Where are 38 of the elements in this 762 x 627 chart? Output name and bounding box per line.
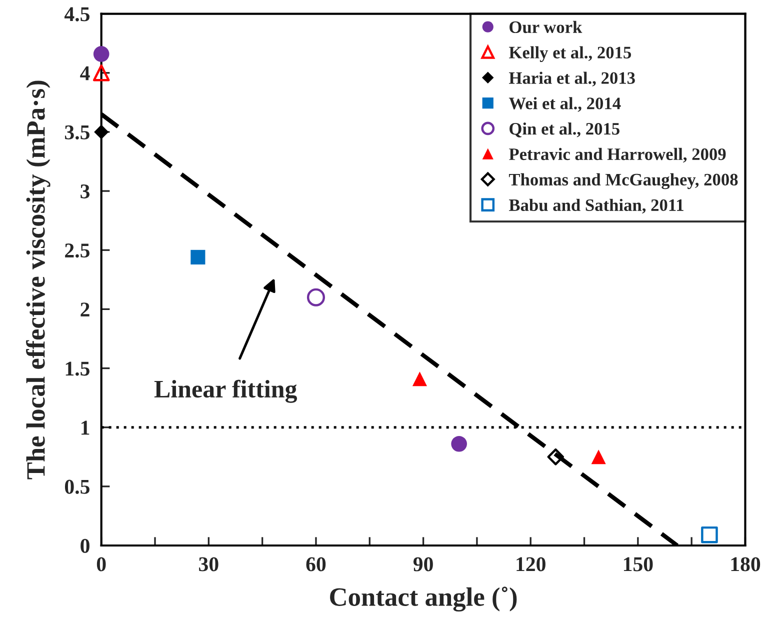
point <box>591 450 606 464</box>
x-tick-label: 30 <box>199 557 218 572</box>
point <box>701 526 718 544</box>
y-tick-label: 0 <box>80 538 90 553</box>
point <box>547 448 564 466</box>
y-tick-label: 4.5 <box>64 7 90 22</box>
x-tick-label: 60 <box>306 557 326 572</box>
x-tick-label: 0 <box>96 557 106 572</box>
point <box>451 436 467 452</box>
y-axis-title: The local effective viscosity (mPa·s) <box>26 80 50 480</box>
x-tick-label: 90 <box>413 557 433 572</box>
y-tick-label: 1 <box>81 420 90 435</box>
legend-label: Petravic and Harrowell, 2009 <box>509 148 726 163</box>
point <box>94 124 109 140</box>
y-tick-label: 3.5 <box>64 125 90 140</box>
point <box>190 250 206 264</box>
y-tick-label: 2.5 <box>65 244 90 258</box>
x-tick-label: 120 <box>516 557 546 572</box>
legend-label: Wei et al., 2014 <box>508 97 621 112</box>
legend-label: Kelly et al., 2015 <box>509 46 632 62</box>
legend-label: Qin et al., 2015 <box>510 122 620 138</box>
point <box>412 372 427 386</box>
legend-label: Haria et al., 2013 <box>509 72 635 86</box>
point <box>92 64 110 82</box>
y-tick-label: 0.5 <box>64 480 90 494</box>
y-tick-label: 1.5 <box>66 362 90 376</box>
x-tick-label: 150 <box>624 557 653 572</box>
x-tick-label: 180 <box>731 557 760 572</box>
y-tick-label: 4 <box>80 66 90 80</box>
legend-label: Babu and Sathian, 2011 <box>508 198 684 214</box>
legend-label: Our work <box>510 20 582 34</box>
y-tick-label: 3 <box>80 184 90 198</box>
y-tick-label: 2 <box>80 302 90 316</box>
point <box>306 288 326 306</box>
annotation: Linear fitting <box>154 380 298 403</box>
legend-label: Thomas and McGaughey, 2008 <box>508 173 738 190</box>
x-axis-title: Contact angle (˚) <box>330 586 517 612</box>
point <box>93 46 110 62</box>
